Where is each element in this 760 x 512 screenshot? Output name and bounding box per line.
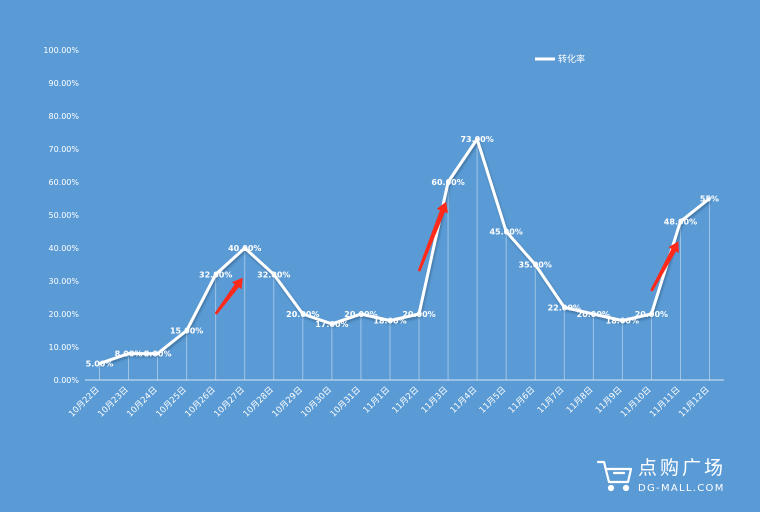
data-point xyxy=(330,322,334,326)
x-tick-label: 11月8日 xyxy=(565,385,596,416)
data-label: 20.00% xyxy=(286,310,319,319)
data-point xyxy=(359,312,363,316)
x-tick-label: 11月5日 xyxy=(478,385,509,416)
x-tick-label: 10月30日 xyxy=(300,385,334,419)
logo-url: DG-MALL.COM xyxy=(638,483,725,494)
red-arrow-annotation xyxy=(417,201,448,272)
data-point xyxy=(301,312,305,316)
x-tick-label: 11月3日 xyxy=(420,385,451,416)
data-point xyxy=(504,230,508,233)
x-tick-label: 10月24日 xyxy=(125,385,159,419)
x-tick-label: 10月23日 xyxy=(96,385,130,419)
y-tick-label: 50.00% xyxy=(48,211,79,220)
data-point xyxy=(156,352,160,356)
x-tick-label: 10月28日 xyxy=(242,385,276,419)
shopping-cart-icon xyxy=(596,460,633,492)
data-label: 35.00% xyxy=(519,261,552,270)
x-tick-label: 10月29日 xyxy=(271,385,305,419)
data-label: 20.00% xyxy=(344,310,377,319)
data-label: 48.00% xyxy=(664,218,697,227)
x-axis: 10月22日10月23日10月24日10月25日10月26日10月27日10月2… xyxy=(67,385,711,419)
data-points xyxy=(98,137,711,365)
x-tick-label: 11月1日 xyxy=(362,385,393,416)
data-label: 32.00% xyxy=(257,270,290,279)
x-tick-label: 10月25日 xyxy=(154,385,188,419)
data-label: 55% xyxy=(700,195,719,204)
x-tick-label: 11月4日 xyxy=(449,385,480,416)
data-point xyxy=(533,263,537,266)
y-tick-label: 20.00% xyxy=(48,310,79,319)
y-tick-label: 70.00% xyxy=(48,145,79,154)
x-tick-label: 11月6日 xyxy=(507,385,538,416)
y-axis: 0.00% 10.00% 20.00% 30.00% 40.00% 50.00% 60.00… xyxy=(43,46,79,385)
red-arrow-annotation xyxy=(214,277,243,315)
logo: 点购广场 DG-MALL.COM xyxy=(596,457,726,494)
series-line xyxy=(99,137,711,365)
x-tick-label: 10月27日 xyxy=(212,385,246,419)
red-arrow-annotation xyxy=(650,241,679,292)
data-label: 8.00% xyxy=(115,350,143,359)
data-label: 32.00% xyxy=(199,270,232,279)
data-label: 20.00% xyxy=(402,310,435,319)
data-label: 22.00% xyxy=(548,303,581,312)
y-tick-label: 60.00% xyxy=(48,178,79,187)
data-point xyxy=(562,305,566,309)
data-point xyxy=(272,272,276,276)
y-tick-label: 30.00% xyxy=(48,277,79,286)
data-point xyxy=(417,312,421,316)
data-label: 20.00% xyxy=(577,310,610,319)
data-label: 45.00% xyxy=(489,228,522,237)
data-point xyxy=(98,362,102,365)
data-label: 60.00% xyxy=(431,178,464,187)
legend: 转化率 xyxy=(535,53,585,65)
data-label: 17.00% xyxy=(315,320,348,329)
data-point xyxy=(214,272,218,276)
data-labels: 5.00%8.00% 8.00%15.00%32.00%40.00%32.00%2… xyxy=(86,135,719,368)
data-label: 18.00% xyxy=(373,317,406,326)
x-tick-label: 10月31日 xyxy=(329,385,363,419)
data-point xyxy=(475,137,479,141)
data-label: 5.00% xyxy=(86,360,114,369)
annotation-arrows xyxy=(214,201,679,315)
y-tick-label: 0.00% xyxy=(54,376,80,385)
data-label: 73.00% xyxy=(460,135,493,144)
drop-lines xyxy=(99,139,710,380)
y-tick-label: 80.00% xyxy=(48,112,79,121)
data-point xyxy=(446,180,450,184)
x-tick-label: 10月26日 xyxy=(183,385,217,419)
data-label: 40.00% xyxy=(228,244,261,253)
y-tick-label: 10.00% xyxy=(48,343,79,352)
data-point xyxy=(620,319,624,323)
x-tick-label: 11月12日 xyxy=(677,385,711,419)
data-point xyxy=(707,197,711,200)
data-point xyxy=(185,329,189,332)
data-point xyxy=(243,246,247,250)
data-point xyxy=(388,319,392,323)
data-label: 15.00% xyxy=(170,327,203,336)
data-point xyxy=(649,312,653,316)
y-tick-label: 90.00% xyxy=(48,79,79,88)
data-point xyxy=(678,220,682,224)
x-tick-label: 10月22日 xyxy=(67,385,101,419)
legend-label: 转化率 xyxy=(558,53,585,65)
data-point xyxy=(591,312,595,316)
y-tick-label: 40.00% xyxy=(48,244,79,253)
data-label: 20.00% xyxy=(635,310,668,319)
data-label: 8.00% xyxy=(144,350,172,359)
x-tick-label: 11月7日 xyxy=(536,385,567,416)
x-tick-label: 11月2日 xyxy=(391,385,422,416)
x-tick-label: 11月10日 xyxy=(619,385,653,419)
data-point xyxy=(127,352,131,356)
data-label: 18.00% xyxy=(606,317,639,326)
x-tick-label: 11月11日 xyxy=(648,385,682,419)
y-tick-label: 100.00% xyxy=(43,46,79,55)
logo-name: 点购广场 xyxy=(638,457,726,479)
